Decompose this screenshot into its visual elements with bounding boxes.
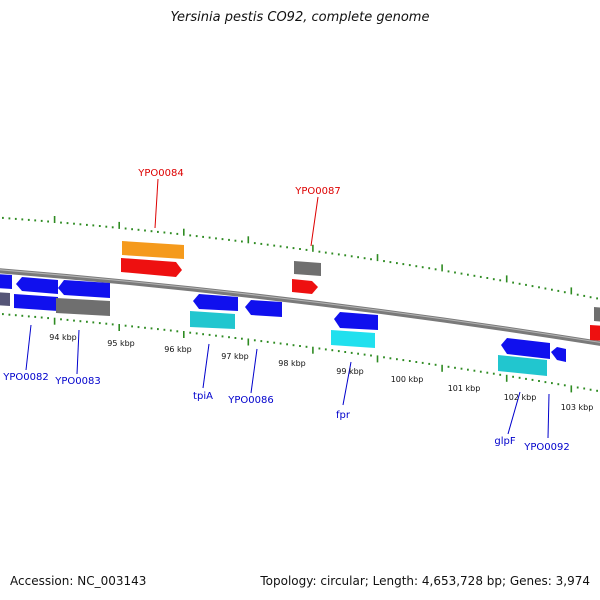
feature-track [0, 241, 600, 376]
feature-blue-4[interactable] [193, 294, 238, 311]
outer-ticks [2, 216, 598, 300]
feature-red-edge[interactable] [590, 325, 600, 341]
feature-cyan-tpia[interactable] [190, 311, 235, 329]
label-leaders [25, 178, 550, 439]
gene-label-fpr[interactable]: fpr [336, 410, 351, 421]
kbp-label: 102 kbp [504, 393, 537, 402]
map-title: Yersinia pestis CO92, complete genome [170, 10, 430, 25]
scale-labels: 94 kbp 95 kbp 96 kbp 97 kbp 98 kbp 99 kb… [49, 333, 593, 412]
feature-gray-edge[interactable] [594, 307, 600, 322]
gene-labels: YPO0084 YPO0087 YPO0082 YPO0083 tpiA YPO… [2, 168, 569, 453]
feature-gray-ypo0087[interactable] [294, 261, 321, 276]
feature-blue-5[interactable] [334, 312, 378, 330]
kbp-label: 101 kbp [448, 384, 481, 393]
feature-blue-1[interactable] [0, 274, 12, 289]
kbp-label: 98 kbp [278, 359, 306, 368]
kbp-label: 94 kbp [49, 333, 77, 342]
gene-label-ypo0092[interactable]: YPO0092 [523, 442, 569, 453]
gene-label-ypo0082[interactable]: YPO0082 [2, 372, 48, 383]
gene-label-ypo0087[interactable]: YPO0087 [294, 186, 340, 197]
feature-blue-ypo0086[interactable] [245, 300, 282, 317]
genome-backbone-highlight [0, 269, 600, 343]
feature-red-ypo0084[interactable] [121, 258, 182, 277]
feature-cyan-glpf[interactable] [498, 355, 547, 376]
feature-gray-small[interactable] [0, 292, 10, 306]
kbp-label: 95 kbp [107, 339, 135, 348]
gene-label-tpia[interactable]: tpiA [193, 391, 213, 402]
kbp-label: 103 kbp [561, 403, 594, 412]
genome-backbone [0, 268, 600, 346]
kbp-label: 99 kbp [336, 367, 364, 376]
gene-label-ypo0084[interactable]: YPO0084 [137, 168, 183, 179]
feature-blue-3[interactable] [58, 280, 110, 298]
topology-stats-text: Topology: circular; Length: 4,653,728 bp… [260, 574, 590, 588]
feature-blue-2[interactable] [16, 277, 58, 294]
feature-cyan-fpr[interactable] [331, 330, 375, 348]
feature-blue-7[interactable] [551, 347, 566, 362]
kbp-label: 100 kbp [391, 375, 424, 384]
feature-blue-ypo0082[interactable] [14, 294, 58, 311]
feature-gray-ypo0083[interactable] [56, 298, 110, 316]
inner-ticks [2, 313, 598, 393]
gene-label-ypo0083[interactable]: YPO0083 [54, 376, 100, 387]
kbp-label: 97 kbp [221, 352, 249, 361]
kbp-label: 96 kbp [164, 345, 192, 354]
gene-label-ypo0086[interactable]: YPO0086 [227, 395, 273, 406]
gene-label-glpf[interactable]: glpF [494, 436, 515, 447]
feature-blue-6[interactable] [501, 338, 550, 359]
feature-orange-ypo0084[interactable] [122, 241, 184, 259]
feature-red-ypo0087[interactable] [292, 279, 318, 294]
accession-text: Accession: NC_003143 [10, 574, 147, 588]
